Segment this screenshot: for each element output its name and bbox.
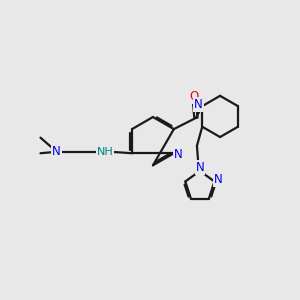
Text: NH: NH: [97, 147, 113, 157]
Text: N: N: [174, 148, 183, 161]
Text: N: N: [194, 98, 203, 111]
Text: N: N: [214, 172, 223, 186]
Text: N: N: [196, 161, 204, 174]
Text: N: N: [52, 145, 61, 158]
Text: O: O: [190, 90, 199, 103]
